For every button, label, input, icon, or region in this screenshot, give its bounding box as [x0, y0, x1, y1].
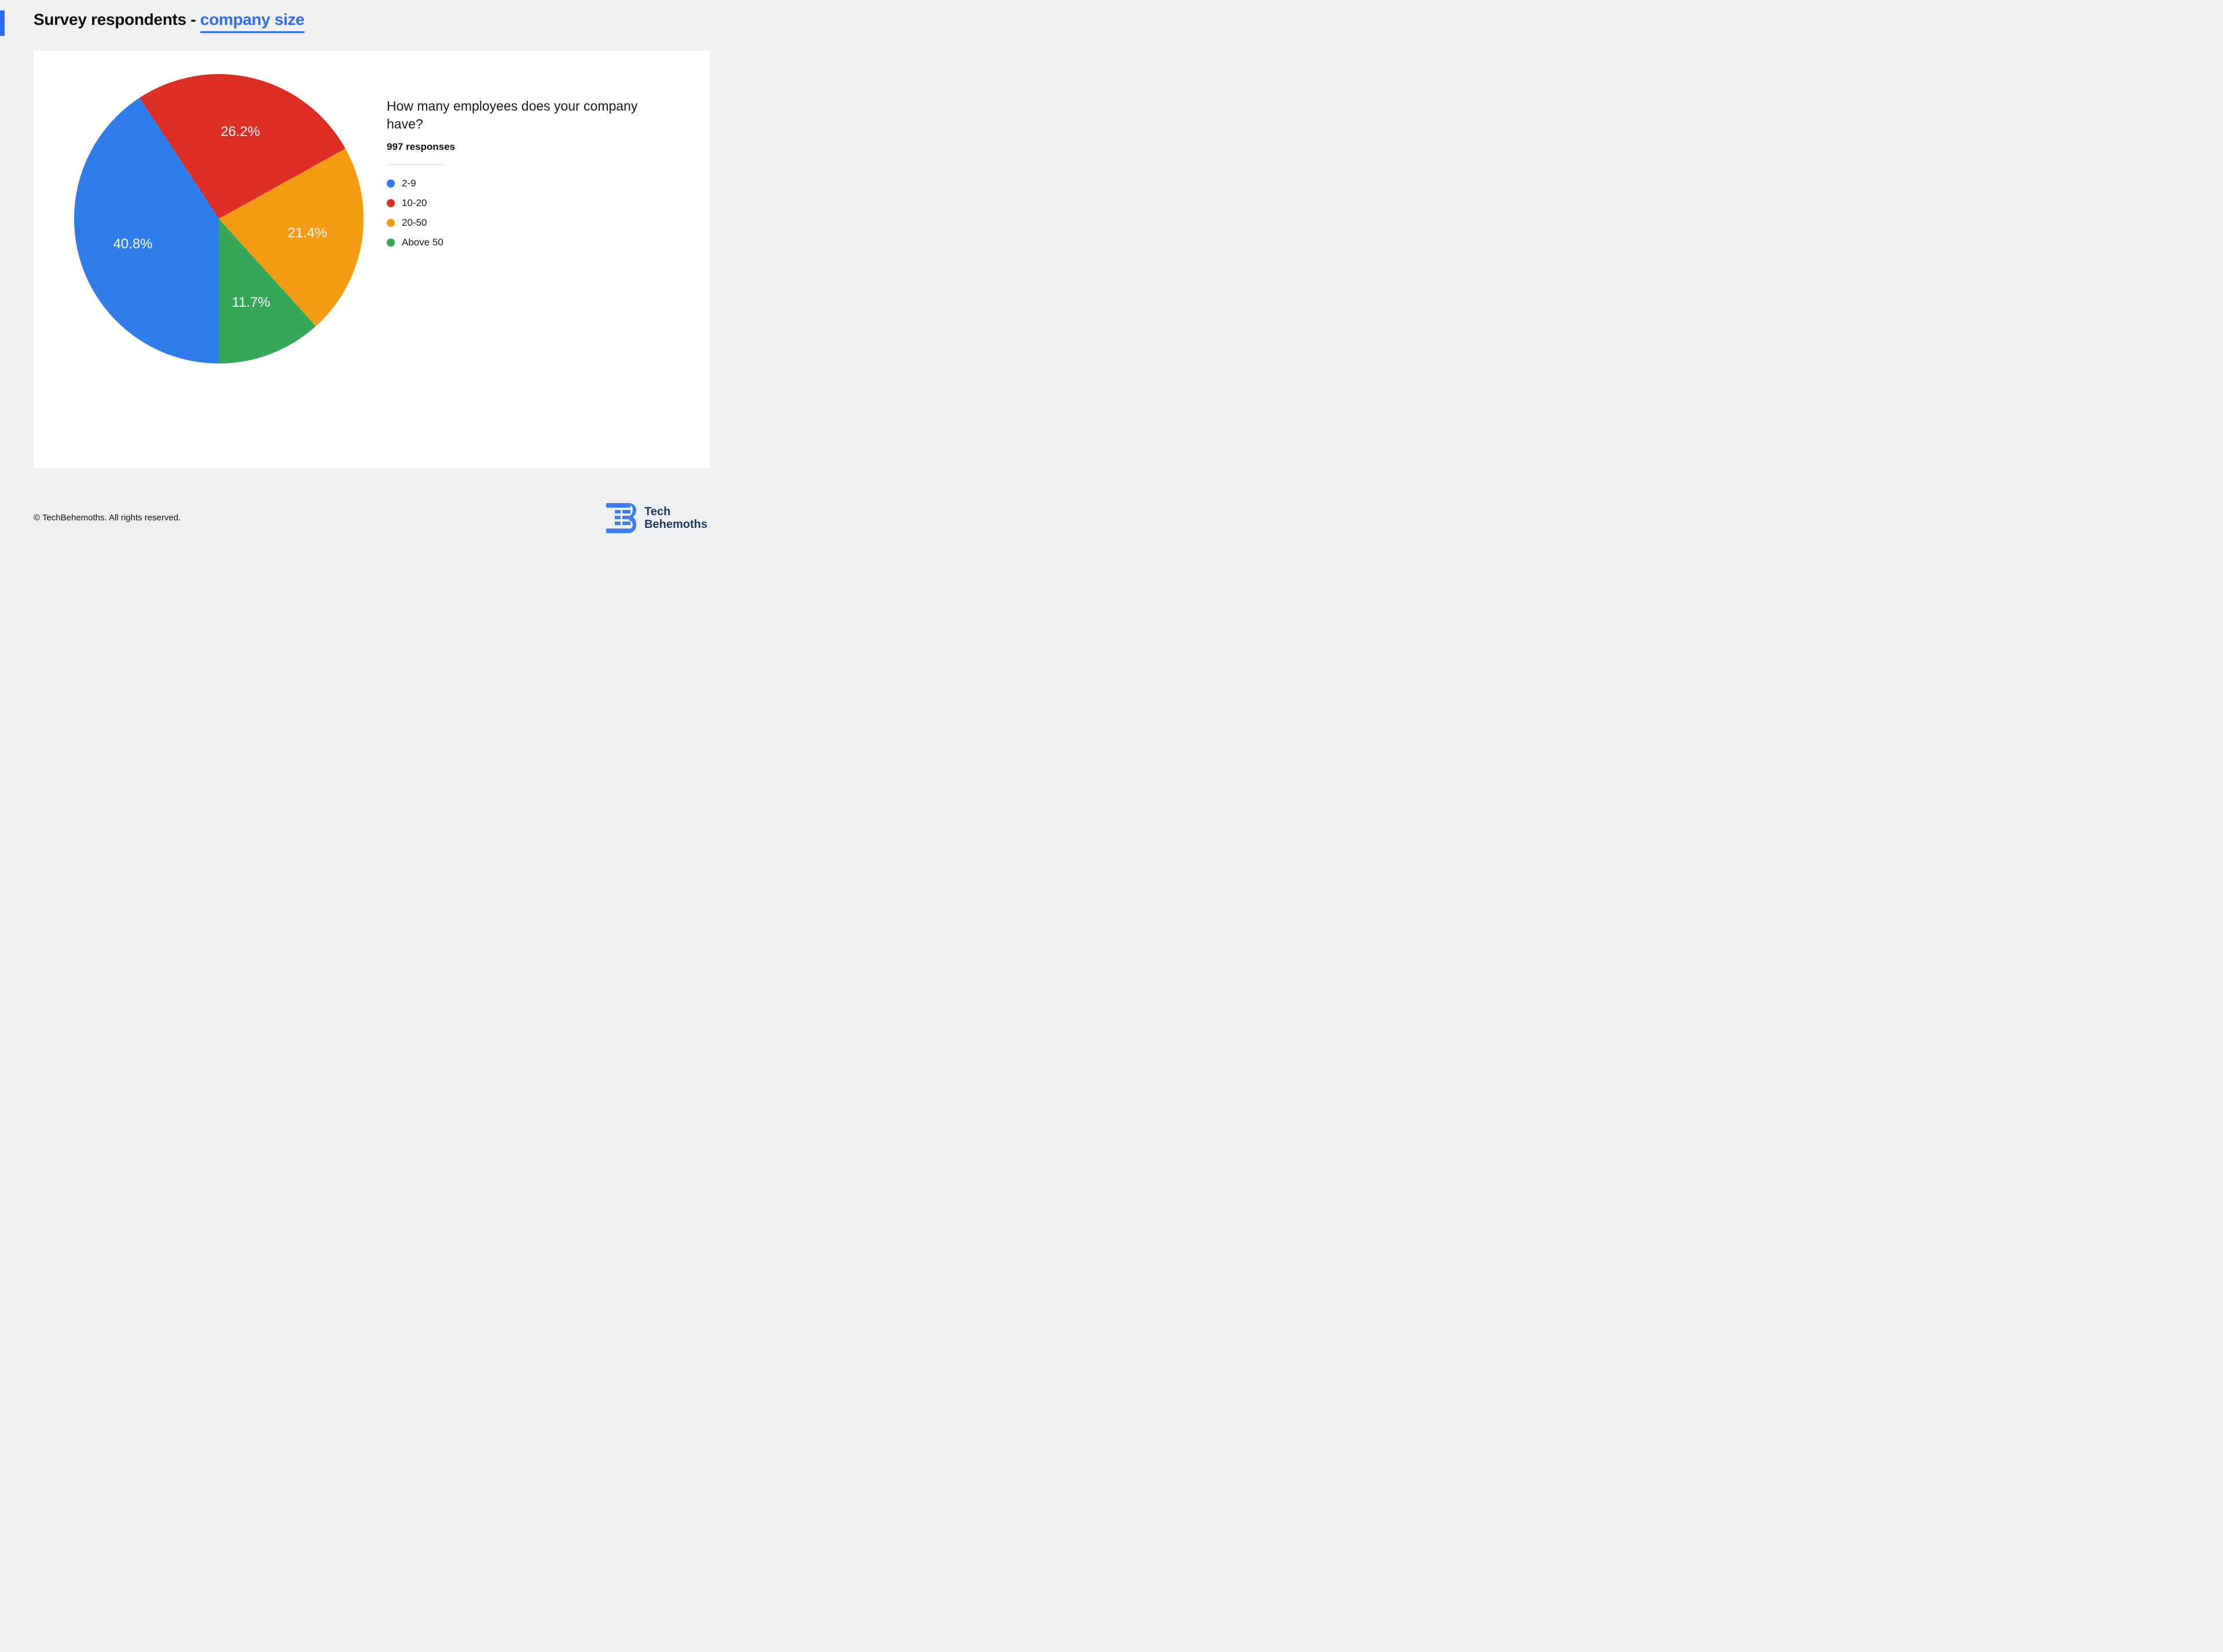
brand-line2: Behemoths [644, 518, 707, 531]
accent-bar [0, 10, 5, 36]
pie-chart: 40.8% 26.2% 21.4% 11.7% [74, 74, 364, 364]
legend-swatch [387, 219, 395, 227]
chart-sidebar: How many employees does your company hav… [387, 97, 676, 256]
copyright: © TechBehemoths. All rights reserved. [34, 513, 181, 523]
responses-count: 997 responses [387, 141, 676, 153]
legend-item: 20-50 [387, 217, 676, 229]
brand-icon [606, 502, 636, 534]
slice-label: 40.8% [113, 236, 152, 252]
chart-card: 40.8% 26.2% 21.4% 11.7% How many employees … [34, 51, 710, 468]
title-emphasis: company size [200, 10, 305, 33]
legend-item: Above 50 [387, 237, 676, 248]
legend-label: Above 50 [402, 237, 443, 248]
legend: 2-9 10-20 20-50 Above 50 [387, 178, 676, 248]
divider [387, 164, 445, 165]
page-title: Survey respondents - company size [34, 10, 305, 33]
slice-label: 26.2% [221, 124, 260, 140]
brand-logo: Tech Behemoths [606, 502, 707, 534]
legend-label: 10-20 [402, 197, 427, 209]
legend-item: 10-20 [387, 197, 676, 209]
chart-question: How many employees does your company hav… [387, 97, 676, 133]
legend-swatch [387, 179, 395, 188]
legend-label: 20-50 [402, 217, 427, 229]
title-prefix: Survey respondents - [34, 10, 200, 28]
legend-item: 2-9 [387, 178, 676, 189]
legend-label: 2-9 [402, 178, 416, 189]
slice-label: 21.4% [288, 225, 327, 241]
legend-swatch [387, 199, 395, 207]
legend-swatch [387, 238, 395, 247]
brand-text: Tech Behemoths [644, 505, 707, 531]
slice-label: 11.7% [232, 295, 270, 311]
brand-line1: Tech [644, 505, 707, 518]
